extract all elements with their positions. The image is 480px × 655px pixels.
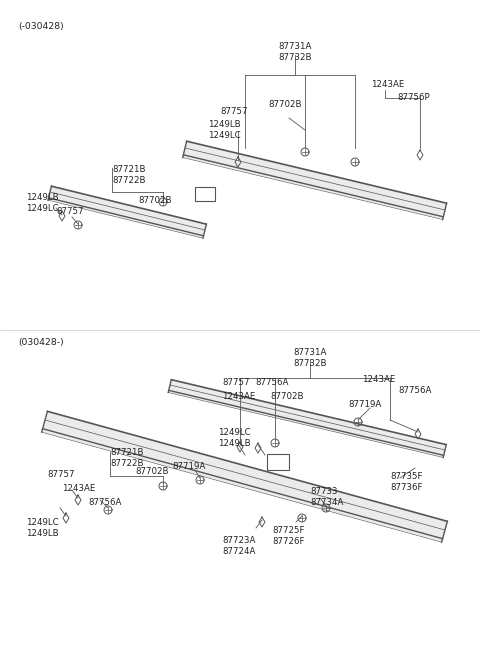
Text: 87756P: 87756P	[397, 93, 430, 102]
Text: 87756A: 87756A	[255, 378, 288, 387]
Text: 87725F
87726F: 87725F 87726F	[272, 526, 304, 546]
Text: 1243AE: 1243AE	[222, 392, 255, 401]
Polygon shape	[42, 411, 447, 542]
Text: 87756A: 87756A	[398, 386, 432, 395]
Text: 87702B: 87702B	[138, 196, 171, 205]
Text: 87735F
87736F: 87735F 87736F	[390, 472, 422, 492]
Text: 1249LC
1249LB: 1249LC 1249LB	[26, 518, 59, 538]
Text: 87721B
87722B: 87721B 87722B	[110, 448, 144, 468]
Text: 87723A
87724A: 87723A 87724A	[222, 536, 255, 556]
Text: 87702B: 87702B	[135, 467, 168, 476]
Text: 1249LB
1249LC: 1249LB 1249LC	[26, 193, 59, 213]
Text: 87757: 87757	[220, 107, 248, 116]
Bar	[195, 187, 215, 201]
Text: 1243AE: 1243AE	[371, 80, 404, 89]
Text: 87731A
87732B: 87731A 87732B	[293, 348, 327, 368]
Text: 87721B
87722B: 87721B 87722B	[112, 165, 145, 185]
Text: 1249LC
1249LB: 1249LC 1249LB	[218, 428, 251, 448]
Text: 87719A: 87719A	[172, 462, 205, 471]
Text: 87756A: 87756A	[88, 498, 121, 507]
Bar	[267, 454, 289, 470]
Polygon shape	[183, 141, 446, 219]
Polygon shape	[48, 186, 206, 238]
Polygon shape	[168, 380, 446, 457]
Text: 87757: 87757	[56, 207, 84, 216]
Text: 1243AE: 1243AE	[362, 375, 396, 384]
Text: 87702B: 87702B	[270, 392, 303, 401]
Text: 87757: 87757	[222, 378, 250, 387]
Text: 87731A
87732B: 87731A 87732B	[278, 42, 312, 62]
Text: (030428-): (030428-)	[18, 338, 64, 347]
Text: 87757: 87757	[47, 470, 74, 479]
Text: (-030428): (-030428)	[18, 22, 64, 31]
Text: 1249LB
1249LC: 1249LB 1249LC	[208, 120, 240, 140]
Text: 87719A: 87719A	[348, 400, 381, 409]
Text: 87702B: 87702B	[268, 100, 301, 109]
Text: 1243AE: 1243AE	[62, 484, 96, 493]
Text: 87733
87734A: 87733 87734A	[310, 487, 343, 507]
